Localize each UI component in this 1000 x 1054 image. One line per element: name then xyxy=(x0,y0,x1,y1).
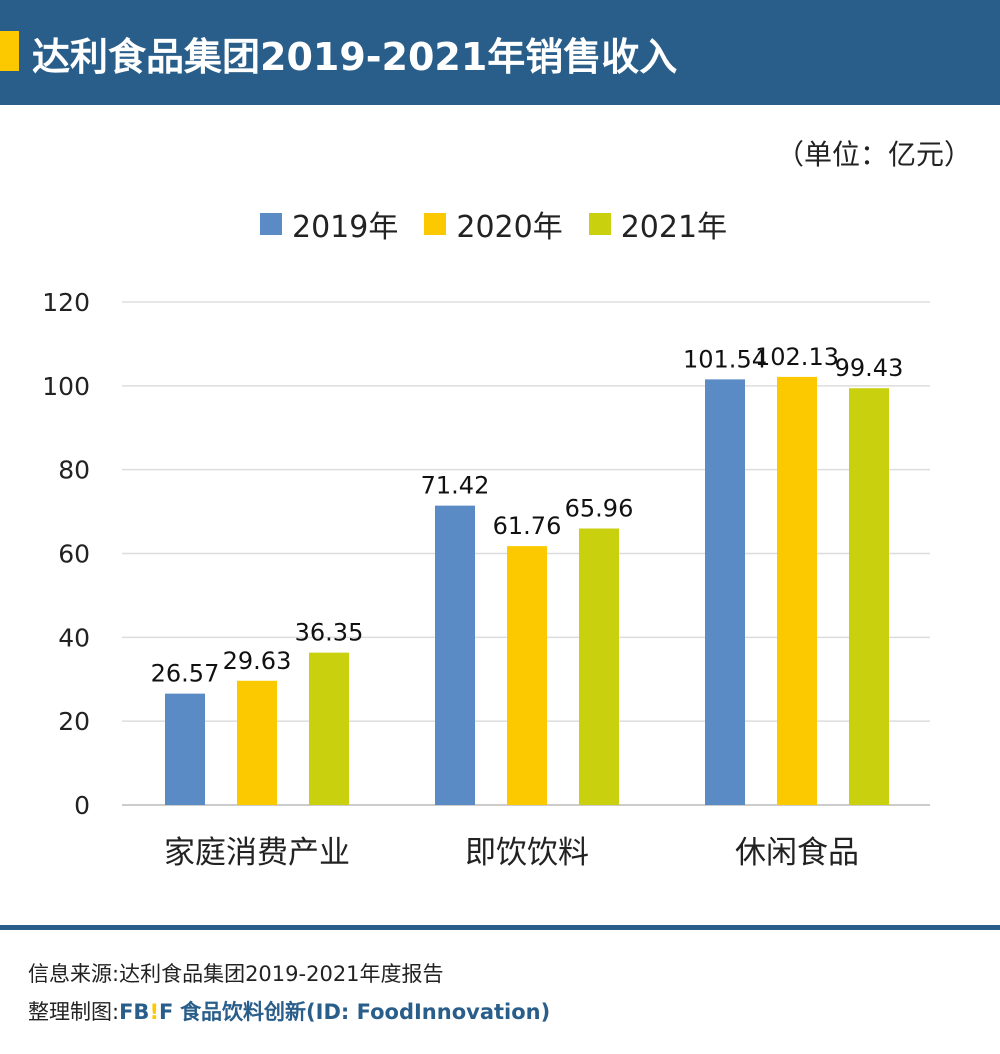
unit-label: （单位：亿元） xyxy=(775,138,972,171)
y-tick-label: 20 xyxy=(58,707,90,736)
data-label: 71.42 xyxy=(421,472,490,500)
legend-label: 2021年 xyxy=(620,210,728,245)
source-note: 信息来源:达利食品集团2019-2021年度报告 xyxy=(28,962,444,986)
data-label: 101.54 xyxy=(683,345,767,373)
credit-label: 整理制图: xyxy=(28,1000,120,1024)
legend-label: 2019年 xyxy=(292,210,399,245)
bar xyxy=(435,505,475,805)
bar xyxy=(165,693,205,805)
bar xyxy=(237,680,277,805)
legend-swatch xyxy=(588,213,611,235)
legend-swatch xyxy=(260,213,282,235)
legend: 2019年 2020年 2021年 xyxy=(260,202,727,246)
data-label: 29.63 xyxy=(223,647,292,675)
bar xyxy=(705,379,745,805)
chart-title: 达利食品集团2019-2021年销售收入 xyxy=(32,35,678,79)
brand-logo-f: F xyxy=(159,1000,174,1024)
data-label: 26.57 xyxy=(151,660,220,688)
data-label: 99.43 xyxy=(835,354,904,382)
legend-item: 2021年 xyxy=(588,202,728,246)
credit-note: 整理制图:FB!F 食品饮料创新(ID: FoodInnovation) xyxy=(28,996,550,1026)
bar xyxy=(507,546,547,805)
y-tick-label: 100 xyxy=(42,372,90,401)
data-label: 61.76 xyxy=(493,512,562,540)
legend-item: 2020年 xyxy=(424,202,563,246)
y-tick-label: 40 xyxy=(58,623,90,652)
bar xyxy=(849,388,889,805)
data-label: 102.13 xyxy=(755,343,839,371)
y-tick-label: 120 xyxy=(42,288,90,317)
x-tick-label: 家庭消费产业 xyxy=(164,835,350,871)
legend-item: 2019年 xyxy=(260,202,398,246)
title-accent xyxy=(0,31,19,71)
y-tick-label: 0 xyxy=(74,791,90,820)
header-bar: 达利食品集团2019-2021年销售收入 xyxy=(0,0,1000,105)
x-tick-label: 休闲食品 xyxy=(735,835,859,871)
data-label: 36.35 xyxy=(295,619,364,647)
y-tick-label: 60 xyxy=(58,540,90,569)
y-tick-label: 80 xyxy=(58,456,90,485)
bar xyxy=(309,652,349,805)
divider xyxy=(0,925,1000,930)
x-tick-label: 即饮饮料 xyxy=(465,835,589,871)
brand-logo-fb: FB xyxy=(119,1000,150,1024)
bar xyxy=(579,528,619,805)
brand-logo-bang: ! xyxy=(149,1000,160,1024)
credit-text: 食品饮料创新(ID: FoodInnovation) xyxy=(180,1000,551,1024)
legend-swatch xyxy=(424,213,447,235)
bar xyxy=(777,376,817,805)
legend-label: 2020年 xyxy=(456,210,563,245)
data-label: 65.96 xyxy=(565,495,634,523)
